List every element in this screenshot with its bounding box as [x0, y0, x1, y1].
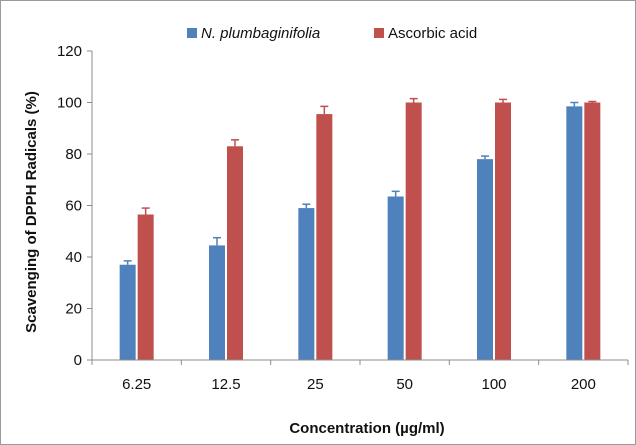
bar-ascorbic-acid-200 [584, 102, 601, 360]
x-tick-label: 100 [481, 376, 506, 393]
bar-ascorbic-acid-6-25 [137, 214, 154, 360]
x-tick-label: 200 [571, 376, 596, 393]
legend-swatch-n-plumbaginifolia [187, 28, 197, 38]
error-bars [123, 97, 597, 265]
x-tick-label: 6.25 [122, 376, 151, 393]
y-tick-label: 80 [65, 146, 82, 163]
y-tick-label: 20 [65, 301, 82, 318]
y-tick-label: 120 [57, 43, 82, 60]
y-tick-label: 0 [74, 352, 82, 369]
bar-n-plumbaginifolia-200 [566, 106, 583, 360]
bar-ascorbic-acid-100 [495, 102, 511, 360]
bars [119, 102, 601, 361]
bar-ascorbic-acid-25 [316, 114, 333, 361]
y-axis-ticks: 0 20 40 60 80 100 120 [57, 43, 92, 369]
bar-n-plumbaginifolia-50 [387, 196, 404, 360]
y-axis-title: Scavenging of DPPH Radicals (%) [23, 91, 40, 333]
x-axis-ticks: 6.25 12.5 25 50 100 200 [91, 360, 629, 393]
y-tick-label: 100 [57, 95, 82, 112]
legend-swatch-ascorbic-acid [374, 28, 384, 38]
x-tick-label: 25 [307, 376, 324, 393]
legend-label-n-plumbaginifolia: N. plumbaginifolia [201, 25, 320, 42]
bar-n-plumbaginifolia-6-25 [119, 264, 136, 360]
y-tick-label: 40 [65, 249, 82, 266]
legend-label-ascorbic-acid: Ascorbic acid [388, 25, 477, 42]
bar-ascorbic-acid-50 [405, 102, 422, 360]
x-tick-label: 50 [396, 376, 413, 393]
bar-n-plumbaginifolia-12-5 [209, 245, 225, 360]
bar-n-plumbaginifolia-100 [477, 159, 493, 360]
legend: N. plumbaginifolia Ascorbic acid [187, 25, 477, 42]
x-axis-title: Concentration (µg/ml) [289, 420, 444, 437]
axes [91, 51, 628, 361]
x-tick-label: 12.5 [211, 376, 240, 393]
bar-ascorbic-acid-12-5 [227, 146, 243, 360]
bar-n-plumbaginifolia-25 [298, 208, 315, 360]
y-tick-label: 60 [65, 198, 82, 215]
